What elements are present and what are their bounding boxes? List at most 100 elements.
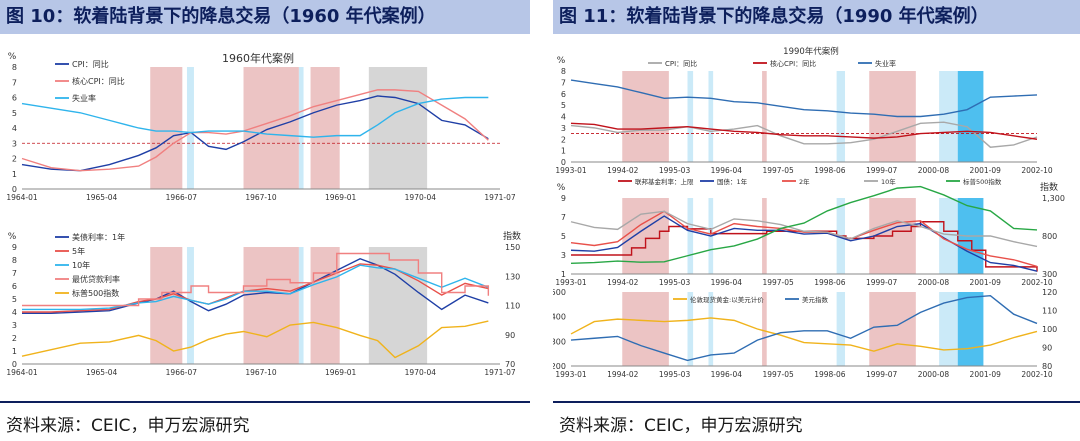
- legend-label: 失业率: [72, 93, 96, 103]
- x-tick-label: 1969-01: [325, 193, 357, 202]
- x-tick-label: 1967-10: [245, 368, 277, 377]
- shaded-period: [368, 67, 428, 189]
- shaded-period: [939, 292, 958, 366]
- y-tick-label: 2: [12, 155, 17, 164]
- x-tick-label: 1966-07: [166, 193, 198, 202]
- x-tick-label: 1993-01: [555, 278, 587, 287]
- x-tick-label: 1994-02: [607, 166, 639, 175]
- x-tick-label: 1998-06: [814, 278, 846, 287]
- legend-label: 5年: [72, 246, 85, 256]
- x-tick-label: 2001-09: [970, 166, 1002, 175]
- x-tick-label: 1969-01: [325, 368, 357, 377]
- shaded-period: [762, 292, 767, 366]
- y-tick-label: 8: [12, 63, 17, 72]
- series-line: [570, 210, 1038, 248]
- x-tick-label: 2001-09: [970, 278, 1002, 287]
- figure-11-title: 图 11：软着陆背景下的降息交易（1990 年代案例）: [553, 0, 1080, 34]
- shaded-period: [762, 71, 767, 162]
- x-tick-label: 1995-03: [659, 278, 691, 287]
- series-line: [21, 89, 489, 172]
- y-tick-label: 5: [12, 295, 17, 304]
- y-tick-label: 1: [561, 147, 566, 156]
- shaded-period: [186, 67, 194, 189]
- legend-label: CPI：同比: [72, 59, 109, 69]
- y-tick-label: 2: [12, 334, 17, 343]
- y2-tick-label: 70: [505, 360, 515, 369]
- series-line: [22, 257, 489, 314]
- x-tick-label: 2002-10: [1021, 370, 1053, 379]
- x-tick-label: 1999-07: [866, 278, 898, 287]
- y-tick-label: 8: [12, 256, 17, 265]
- x-tick-label: 1965-04: [86, 368, 118, 377]
- legend-label: 美债利率：1年: [72, 232, 125, 242]
- legend-label: 美元指数: [802, 295, 829, 304]
- x-tick-label: 1964-01: [6, 368, 38, 377]
- y-tick-label: 5: [561, 232, 566, 241]
- y-axis-label: %: [557, 183, 566, 193]
- shaded-period: [687, 71, 694, 162]
- x-tick-label: 1998-06: [814, 370, 846, 379]
- legend-label: 标普500指数: [72, 288, 119, 298]
- y2-tick-label: 300: [1042, 270, 1057, 279]
- x-tick-label: 2002-10: [1021, 166, 1053, 175]
- x-tick-label: 2000-08: [918, 278, 950, 287]
- y-tick-label: 4: [12, 124, 17, 133]
- y-tick-label: 6: [561, 90, 566, 99]
- y-tick-label: 3: [561, 251, 566, 260]
- chart-fig11-top: 0 1 2 3 4 5 6 7 8% 1993-01 1994-02 1995-03 1996-04 19…: [555, 46, 1053, 175]
- y2-tick-label: 1,300: [1042, 194, 1065, 203]
- x-tick-label: 1994-02: [607, 370, 639, 379]
- x-tick-label: 1995-03: [659, 166, 691, 175]
- x-tick-label: 1966-07: [166, 368, 198, 377]
- y-tick-label: 2: [561, 135, 566, 144]
- series-line: [570, 210, 1038, 268]
- y-tick-label: 9: [561, 194, 566, 203]
- y-tick-label: 7: [561, 78, 566, 87]
- shaded-period: [150, 247, 183, 364]
- y-tick-label: 6: [12, 94, 17, 103]
- y-tick-label: 6: [12, 282, 17, 291]
- y-tick-label: 500: [553, 288, 566, 297]
- shaded-period: [687, 198, 694, 274]
- x-tick-label: 1996-04: [711, 278, 743, 287]
- figure-10-source: 资料来源：CEIC，申万宏源研究: [6, 416, 250, 436]
- x-tick-label: 1967-10: [245, 193, 277, 202]
- x-tick-label: 2000-08: [918, 166, 950, 175]
- chart-subtitle: 1960年代案例: [222, 51, 294, 65]
- series-line: [570, 121, 1038, 148]
- y-tick-label: 5: [12, 109, 17, 118]
- legend-label: 标普500指数: [963, 177, 1002, 186]
- chart-fig10-bottom: 0 1 2 3 4 5 6 7 8 9 70 90 110 130 150% 指数 1964-01 1965-04…: [6, 230, 521, 377]
- x-tick-label: 1964-01: [6, 193, 38, 202]
- y2-tick-label: 800: [1042, 232, 1057, 241]
- y-tick-label: 200: [553, 362, 566, 371]
- y2-tick-label: 90: [505, 331, 515, 340]
- x-tick-label: 1993-01: [555, 370, 587, 379]
- y-axis-label: %: [8, 52, 17, 62]
- y-axis-label: %: [557, 56, 566, 66]
- x-tick-label: 1994-02: [607, 278, 639, 287]
- y-tick-label: 7: [561, 213, 566, 222]
- series-line: [570, 79, 1038, 118]
- y-tick-label: 1: [561, 270, 566, 279]
- y-tick-label: 5: [561, 101, 566, 110]
- x-tick-label: 1997-05: [762, 370, 794, 379]
- shaded-period: [298, 67, 304, 189]
- x-tick-label: 1970-04: [405, 368, 437, 377]
- legend-label: 核心CPI：同比: [72, 76, 125, 86]
- legend-label: 伦敦现货黄金:以美元计价: [690, 295, 764, 304]
- y-tick-label: 7: [12, 78, 17, 87]
- shaded-period: [310, 67, 340, 189]
- chart-subtitle: 1990年代案例: [783, 46, 839, 57]
- shaded-period: [708, 292, 714, 366]
- y2-tick-label: 100: [1042, 325, 1057, 334]
- x-tick-label: 1965-04: [86, 193, 118, 202]
- y-axis-label: %: [8, 232, 17, 242]
- shaded-period: [310, 247, 340, 364]
- shaded-period: [150, 67, 183, 189]
- series-line: [570, 122, 1038, 140]
- y-tick-label: 0: [12, 185, 17, 194]
- y2-axis-label: 指数: [1040, 181, 1058, 193]
